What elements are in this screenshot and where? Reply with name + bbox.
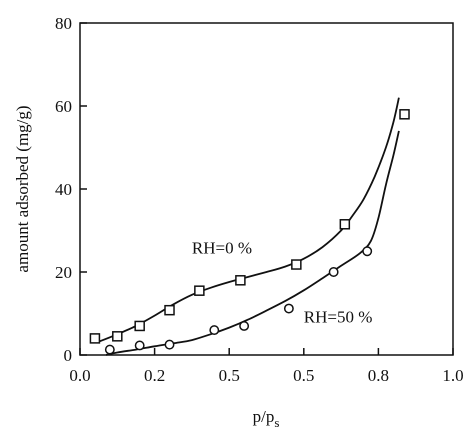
- square-marker: [291, 259, 302, 270]
- y-tick-label: 80: [55, 14, 72, 33]
- square-marker: [235, 275, 246, 286]
- square-marker: [339, 219, 351, 230]
- y-tick-label: 40: [55, 180, 72, 199]
- annotation-label: RH=0 %: [192, 238, 252, 257]
- circle-marker: [164, 339, 175, 350]
- y-axis-label: amount adsorbed (mg/g): [13, 105, 32, 272]
- square-marker: [112, 331, 123, 342]
- fit-curve-circle: [105, 130, 400, 356]
- circle-marker: [283, 303, 294, 314]
- fit-curve-square: [98, 97, 400, 343]
- x-tick-label: 0.8: [368, 366, 389, 385]
- circle-marker: [104, 344, 115, 355]
- square-marker: [194, 285, 205, 296]
- square-marker: [134, 320, 145, 332]
- y-axis-ticks: 0 20 40 60 80: [55, 14, 87, 365]
- x-tick-label: 0.0: [69, 366, 90, 385]
- x-axis-ticks: 0.0 0.2 0.5 0.5 0.8 1.0: [69, 348, 464, 385]
- circle-marker: [239, 321, 250, 331]
- plot-frame: [79, 22, 454, 356]
- annotation-label: RH=50 %: [304, 308, 373, 327]
- data-markers: [89, 109, 410, 355]
- x-axis-label-main: p/p: [253, 407, 275, 426]
- y-tick-label: 20: [55, 263, 72, 282]
- x-tick-label: 0.2: [144, 366, 165, 385]
- x-tick-label: 0.5: [293, 366, 314, 385]
- circle-marker: [134, 340, 145, 351]
- x-axis-label-subscript: s: [274, 415, 279, 430]
- annotations: RH=0 % RH=50 %: [192, 238, 373, 326]
- x-tick-label: 0.5: [219, 366, 240, 385]
- square-marker: [399, 109, 410, 120]
- square-marker: [164, 304, 175, 316]
- y-tick-label: 0: [64, 346, 73, 365]
- circle-marker: [362, 246, 373, 257]
- x-tick-label: 1.0: [442, 366, 463, 385]
- square-marker: [89, 333, 101, 344]
- fit-curves: [98, 97, 400, 356]
- circle-marker: [328, 267, 339, 277]
- circle-marker: [209, 325, 220, 336]
- x-axis-label: p/ps: [253, 407, 280, 430]
- y-tick-label: 60: [55, 97, 72, 116]
